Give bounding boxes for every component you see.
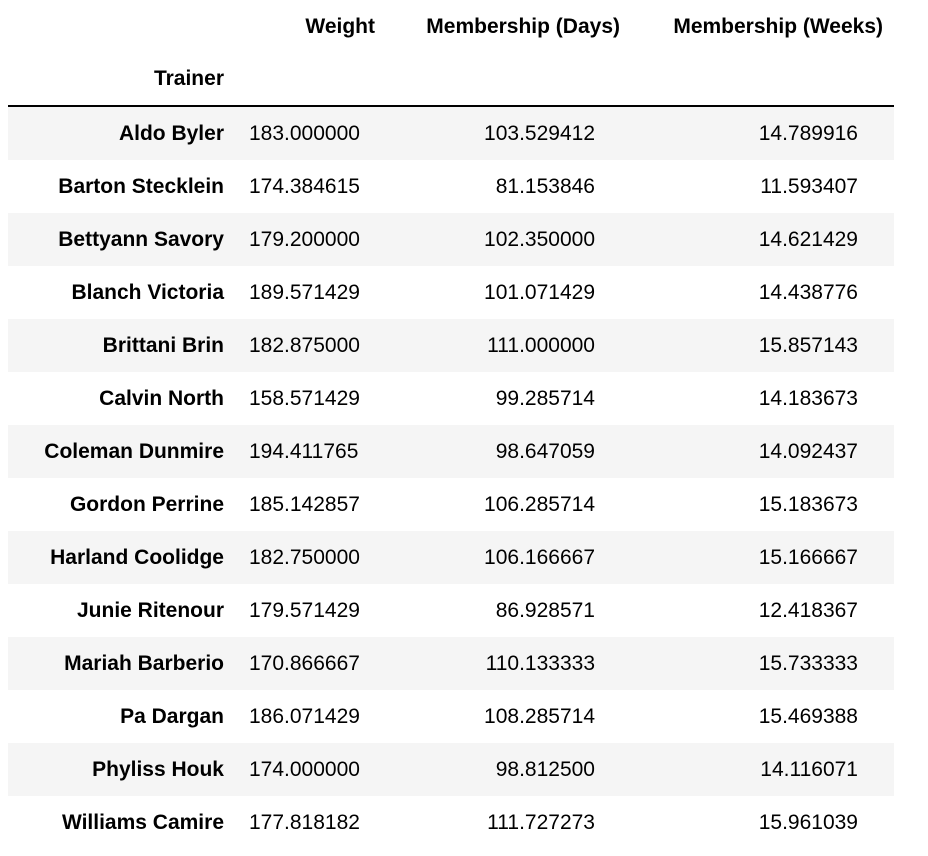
cell-weight: 183.000000: [249, 121, 360, 145]
cell-membership-days: 86.928571: [495, 598, 595, 622]
cell-membership-weeks: 14.438776: [758, 280, 858, 304]
cell-membership-days: 99.285714: [495, 386, 595, 410]
cell-membership-weeks: 15.733333: [758, 651, 858, 675]
table-row: Aldo Byler 183.000000 103.529412 14.789916: [8, 107, 894, 160]
cell-weight: 182.750000: [249, 545, 360, 569]
column-header-weight: Weight: [305, 14, 375, 38]
table-row: Barton Stecklein 174.384615 81.153846 11.59…: [8, 160, 894, 213]
table-row: Pa Dargan 186.071429 108.285714 15.469388: [8, 690, 894, 743]
row-index-trainer: Williams Camire: [61, 810, 224, 834]
row-index-trainer: Gordon Perrine: [69, 492, 224, 516]
cell-membership-days: 108.285714: [484, 704, 595, 728]
cell-membership-weeks: 14.092437: [758, 439, 858, 463]
row-index-trainer: Mariah Barberio: [64, 651, 224, 675]
cell-weight: 179.571429: [249, 598, 360, 622]
table-row: Gordon Perrine 185.142857 106.285714 15.183…: [8, 478, 894, 531]
row-index-trainer: Junie Ritenour: [76, 598, 224, 622]
column-header-weeks: Membership (Weeks): [673, 14, 883, 38]
cell-membership-days: 98.647059: [495, 439, 595, 463]
cell-membership-days: 111.000000: [487, 333, 595, 357]
table-row: Bettyann Savory 179.200000 102.350000 14.62…: [8, 213, 894, 266]
table-row: Harland Coolidge 182.750000 106.166667 15.1…: [8, 531, 894, 584]
cell-membership-weeks: 14.183673: [758, 386, 858, 410]
cell-membership-days: 81.153846: [495, 174, 595, 198]
cell-membership-days: 106.285714: [484, 492, 595, 516]
row-index-trainer: Bettyann Savory: [58, 227, 224, 251]
cell-weight: 170.866667: [249, 651, 360, 675]
table-row: Mariah Barberio 170.866667 110.133333 15.73…: [8, 637, 894, 690]
table-row: Calvin North 158.571429 99.285714 14.183673: [8, 372, 894, 425]
row-index-trainer: Phyliss Houk: [92, 757, 224, 781]
row-index-trainer: Brittani Brin: [102, 333, 224, 357]
cell-membership-weeks: 15.166667: [758, 545, 858, 569]
table-row: Coleman Dunmire 194.411765 98.647059 14.092…: [8, 425, 894, 478]
cell-weight: 174.384615: [249, 174, 360, 198]
row-index-trainer: Coleman Dunmire: [44, 439, 224, 463]
cell-membership-weeks: 12.418367: [758, 598, 858, 622]
cell-weight: 158.571429: [249, 386, 360, 410]
cell-membership-days: 102.350000: [484, 227, 595, 251]
table-body: Aldo Byler 183.000000 103.529412 14.789916 B…: [8, 107, 894, 849]
cell-weight: 186.071429: [249, 704, 360, 728]
cell-membership-weeks: 14.621429: [758, 227, 858, 251]
table-row: Brittani Brin 182.875000 111.000000 15.8571…: [8, 319, 894, 372]
column-header-days: Membership (Days): [426, 14, 620, 38]
cell-membership-days: 110.133333: [485, 651, 595, 675]
cell-membership-days: 103.529412: [484, 121, 595, 145]
cell-membership-days: 111.727273: [487, 810, 595, 834]
table-row: Phyliss Houk 174.000000 98.812500 14.116071: [8, 743, 894, 796]
row-index-trainer: Calvin North: [99, 386, 224, 410]
column-header-row: Weight Membership (Days) Membership (Wee…: [8, 0, 894, 53]
dataframe-table: Weight Membership (Days) Membership (Wee…: [8, 0, 894, 849]
cell-membership-days: 106.166667: [484, 545, 595, 569]
cell-membership-weeks: 15.961039: [758, 810, 858, 834]
cell-weight: 194.411765: [249, 439, 359, 463]
cell-membership-weeks: 11.593407: [760, 174, 858, 198]
row-index-trainer: Pa Dargan: [120, 704, 224, 728]
row-index-trainer: Barton Stecklein: [58, 174, 224, 198]
cell-membership-weeks: 15.857143: [758, 333, 858, 357]
cell-membership-weeks: 15.183673: [758, 492, 858, 516]
cell-membership-weeks: 14.789916: [758, 121, 858, 145]
cell-weight: 189.571429: [249, 280, 360, 304]
row-index-trainer: Harland Coolidge: [50, 545, 224, 569]
cell-weight: 177.818182: [249, 810, 360, 834]
index-header-row: Trainer: [8, 53, 894, 107]
index-name: Trainer: [153, 67, 224, 90]
table-row: Williams Camire 177.818182 111.727273 15.96…: [8, 796, 894, 849]
cell-membership-weeks: 15.469388: [758, 704, 858, 728]
row-index-trainer: Blanch Victoria: [71, 280, 225, 304]
cell-weight: 182.875000: [249, 333, 360, 357]
cell-membership-days: 101.071429: [484, 280, 595, 304]
cell-membership-days: 98.812500: [495, 757, 595, 781]
row-index-trainer: Aldo Byler: [118, 121, 224, 145]
table-row: Blanch Victoria 189.571429 101.071429 14.43…: [8, 266, 894, 319]
cell-membership-weeks: 14.116071: [760, 757, 858, 781]
table-row: Junie Ritenour 179.571429 86.928571 12.4183…: [8, 584, 894, 637]
cell-weight: 185.142857: [249, 492, 360, 516]
cell-weight: 179.200000: [249, 227, 360, 251]
cell-weight: 174.000000: [249, 757, 360, 781]
